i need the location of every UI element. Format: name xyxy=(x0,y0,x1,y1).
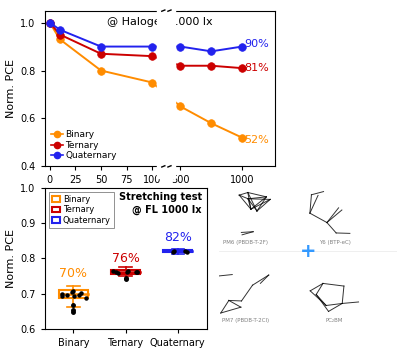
Text: 82%: 82% xyxy=(164,231,192,244)
Text: PC₂BM: PC₂BM xyxy=(326,318,343,323)
Text: @ Halogen 1000 lx: @ Halogen 1000 lx xyxy=(107,17,213,27)
Text: 76%: 76% xyxy=(112,252,139,265)
Bar xyxy=(158,0,175,178)
Text: +: + xyxy=(300,242,316,261)
Text: 52%: 52% xyxy=(245,135,269,145)
Y-axis label: Norm. PCE: Norm. PCE xyxy=(6,229,16,288)
Text: 70%: 70% xyxy=(59,267,87,280)
Legend: Binary, Ternary, Quaternary: Binary, Ternary, Quaternary xyxy=(49,129,119,162)
Y-axis label: Norm. PCE: Norm. PCE xyxy=(6,59,16,118)
Text: Stretching test
@ FL 1000 lx: Stretching test @ FL 1000 lx xyxy=(119,192,202,215)
Text: 90%: 90% xyxy=(245,39,269,49)
Text: 81%: 81% xyxy=(245,63,269,73)
X-axis label: Time (h): Time (h) xyxy=(136,188,183,198)
Text: PM6 (PBDB-T-2F): PM6 (PBDB-T-2F) xyxy=(223,240,268,245)
Legend: Binary, Ternary, Quaternary: Binary, Ternary, Quaternary xyxy=(49,192,114,228)
Text: Y6 (BTP-eC): Y6 (BTP-eC) xyxy=(319,240,350,245)
Text: PM7 (PBDB-T-2Cl): PM7 (PBDB-T-2Cl) xyxy=(222,318,269,323)
